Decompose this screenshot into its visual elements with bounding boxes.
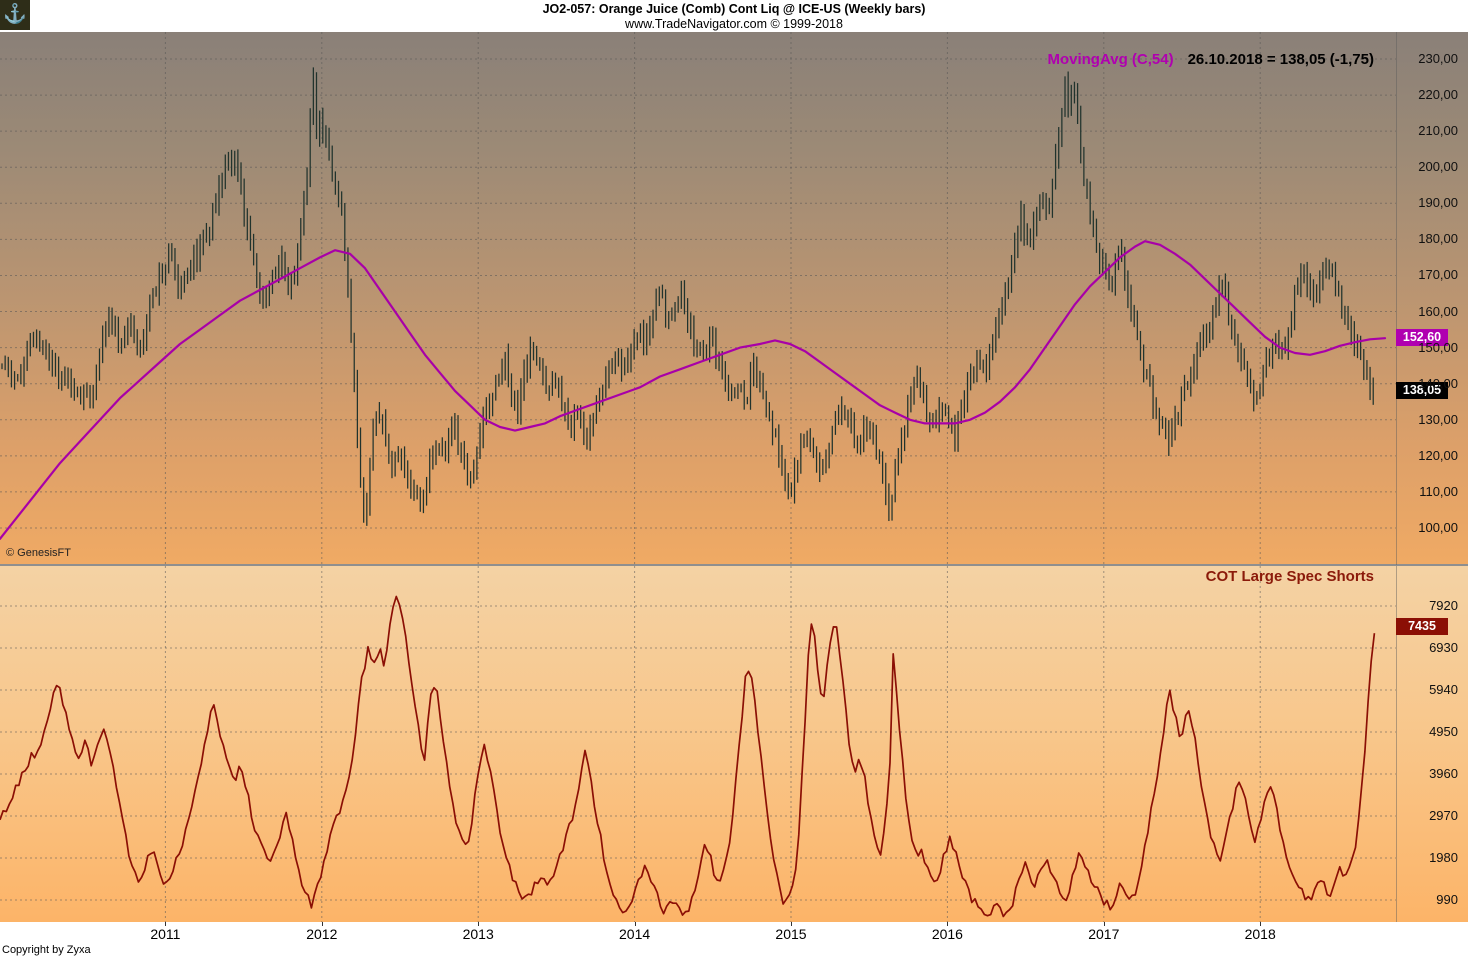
price-tick-label: 220,00 (1418, 87, 1458, 103)
chart-title: JO2-057: Orange Juice (Comb) Cont Liq @ … (542, 2, 926, 16)
last-quote-text: 26.10.2018 = 138,05 (-1,75) (1187, 51, 1374, 68)
year-tick-mark (478, 922, 480, 926)
cot-tick-label: 5940 (1429, 681, 1458, 697)
chart-subtitle: www.TradeNavigator.com © 1999-2018 (625, 17, 843, 31)
panel-divider[interactable] (0, 564, 1468, 566)
year-tick-mark (1103, 922, 1105, 926)
price-tick-label: 110,00 (1419, 483, 1458, 499)
cot-value-flag: 7435 (1396, 617, 1448, 635)
price-tick-label: 140,00 (1418, 375, 1458, 391)
cot-axis-border (1396, 566, 1397, 922)
moving-avg-price-flag: 152,60 (1396, 329, 1448, 347)
price-tick-label: 210,00 (1418, 123, 1458, 139)
year-label: 2015 (775, 926, 807, 942)
cot-tick-label: 6930 (1429, 639, 1458, 655)
last-price-flag: 138,05 (1396, 381, 1448, 399)
price-tick-label: 230,00 (1418, 51, 1458, 66)
chart-header: ⚓ JO2-057: Orange Juice (Comb) Cont Liq … (0, 0, 1468, 32)
cot-tick-label: 7920 (1429, 598, 1458, 613)
cot-panel (0, 566, 1468, 922)
price-tick-label: 160,00 (1418, 303, 1458, 319)
cot-tick-label: 3960 (1429, 765, 1458, 781)
year-label: 2013 (462, 926, 494, 942)
price-tick-label: 190,00 (1418, 195, 1458, 211)
indicator-legend: MovingAvg (C,54) 26.10.2018 = 138,05 (-1,… (1031, 34, 1374, 85)
anchor-logo-icon: ⚓ (0, 0, 30, 30)
year-label: 2017 (1088, 926, 1120, 942)
price-tick-label: 180,00 (1418, 231, 1458, 247)
year-tick-mark (791, 922, 792, 926)
year-label: 2012 (306, 926, 338, 942)
year-label: 2016 (931, 926, 963, 942)
moving-avg-legend-label[interactable]: MovingAvg (C,54) (1047, 51, 1174, 68)
price-tick-label: 120,00 (1418, 447, 1458, 463)
price-panel (0, 32, 1468, 565)
year-tick-mark (634, 922, 636, 926)
year-tick-mark (165, 922, 167, 926)
year-tick-mark (321, 922, 323, 926)
price-plot[interactable] (0, 32, 1396, 565)
cot-plot[interactable] (0, 566, 1396, 922)
year-label: 2018 (1244, 926, 1276, 942)
price-axis-border (1396, 32, 1397, 565)
cot-tick-label: 990 (1436, 891, 1458, 907)
price-tick-label: 100,00 (1418, 520, 1458, 535)
genesis-credit: © GenesisFT (6, 547, 71, 559)
x-axis-strip[interactable]: 2011 2012 2013 2014 2015 2016 2017 2018 (0, 922, 1468, 944)
year-label: 2014 (619, 926, 651, 942)
price-tick-label: 130,00 (1418, 411, 1458, 427)
year-tick-mark (947, 922, 949, 926)
cot-tick-label: 4950 (1429, 723, 1458, 739)
year-label: 2011 (150, 926, 181, 942)
copyright-text: Copyright by Zyxa (2, 944, 91, 956)
cot-tick-label: 2970 (1429, 807, 1458, 823)
cot-indicator-label[interactable]: COT Large Spec Shorts (1205, 568, 1374, 585)
price-tick-label: 170,00 (1418, 267, 1458, 283)
price-tick-label: 200,00 (1418, 159, 1458, 175)
year-tick-mark (1260, 922, 1262, 926)
footer: Copyright by Zyxa (0, 944, 1468, 960)
cot-tick-label: 1980 (1429, 849, 1458, 865)
price-tick-label: 150,00 (1418, 339, 1458, 355)
